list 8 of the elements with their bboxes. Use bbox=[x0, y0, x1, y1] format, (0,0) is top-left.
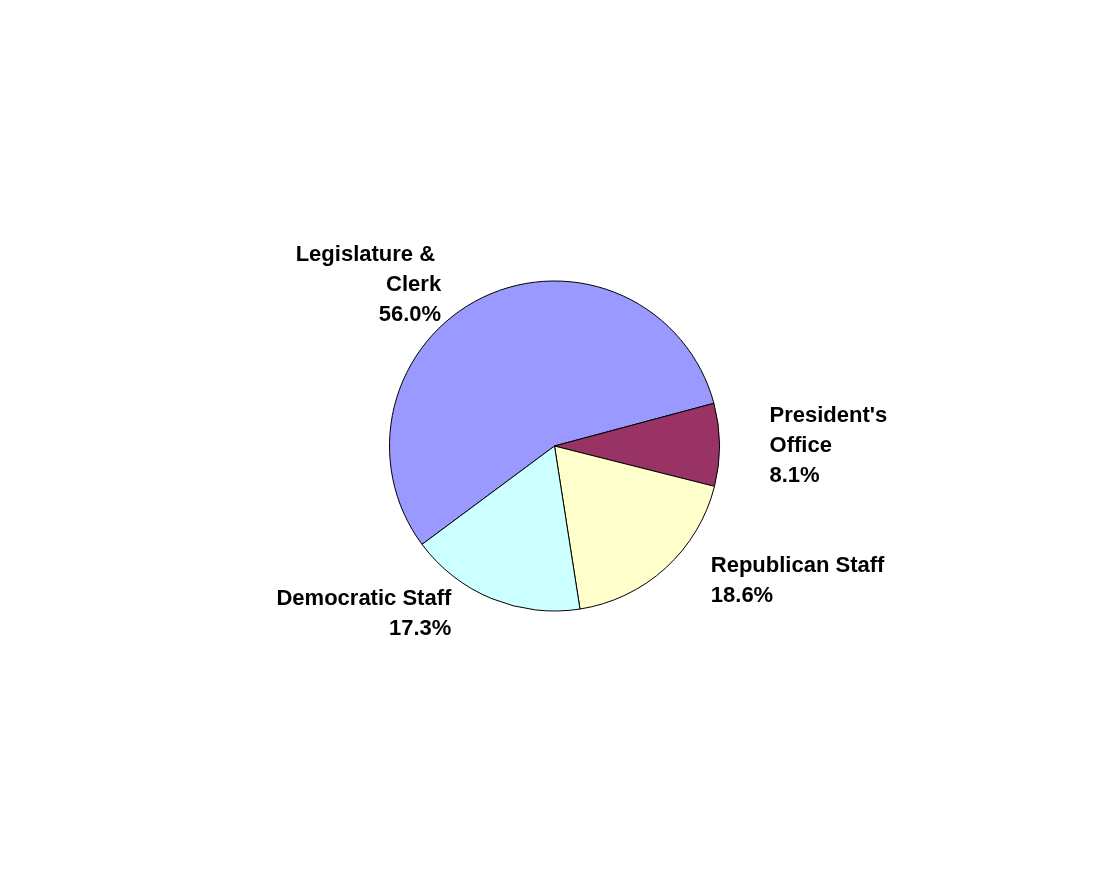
data-label: 8.1% bbox=[769, 462, 820, 488]
data-label: 17.3% bbox=[388, 615, 452, 641]
slice-label: President's Office bbox=[769, 402, 894, 458]
slice-label: Legislature & Clerk bbox=[295, 241, 442, 297]
data-label: 18.6% bbox=[710, 581, 774, 607]
slice-label: Republican Staff bbox=[710, 551, 886, 577]
slice-label: Democratic Staff bbox=[276, 585, 452, 611]
data-label: 56.0% bbox=[378, 301, 442, 327]
